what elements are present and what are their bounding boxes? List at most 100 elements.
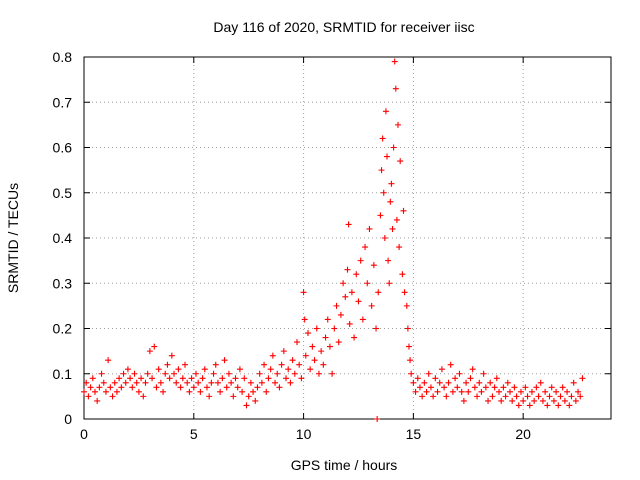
- y-axis-label: SRMTID / TECUs: [5, 183, 21, 293]
- data-point: [173, 379, 180, 386]
- x-tick-label: 5: [190, 426, 198, 442]
- data-point: [151, 343, 158, 350]
- data-point: [278, 361, 285, 368]
- data-point: [387, 198, 394, 205]
- data-point: [307, 366, 314, 373]
- data-point: [333, 302, 340, 309]
- data-point: [454, 384, 461, 391]
- data-point: [146, 348, 153, 355]
- data-point: [345, 221, 352, 228]
- data-point: [300, 289, 307, 296]
- data-point: [322, 334, 329, 341]
- data-point: [247, 379, 254, 386]
- data-point: [113, 388, 120, 395]
- data-point: [386, 280, 393, 287]
- data-point: [452, 375, 459, 382]
- data-point: [575, 388, 582, 395]
- grid: [84, 57, 611, 419]
- data-point: [572, 397, 579, 404]
- data-point: [331, 325, 338, 332]
- data-point: [309, 343, 316, 350]
- data-point: [378, 167, 385, 174]
- data-point: [98, 370, 105, 377]
- data-point: [460, 397, 467, 404]
- data-point: [380, 189, 387, 196]
- data-point: [504, 379, 511, 386]
- data-point: [379, 135, 386, 142]
- data-point: [443, 393, 450, 400]
- data-point: [267, 366, 274, 373]
- data-point: [206, 393, 213, 400]
- data-point: [276, 384, 283, 391]
- data-point: [557, 393, 564, 400]
- data-point: [458, 388, 465, 395]
- data-point: [122, 379, 129, 386]
- data-point: [485, 397, 492, 404]
- y-tick-label: 0.1: [53, 366, 73, 382]
- data-point: [487, 379, 494, 386]
- data-point: [579, 375, 586, 382]
- data-point: [533, 384, 540, 391]
- data-point: [399, 271, 406, 278]
- data-point: [311, 357, 318, 364]
- data-point: [524, 393, 531, 400]
- data-point: [225, 370, 232, 377]
- data-point: [195, 379, 202, 386]
- data-point: [313, 325, 320, 332]
- data-point: [291, 370, 298, 377]
- data-point: [109, 393, 116, 400]
- data-point: [395, 121, 402, 128]
- data-point: [393, 216, 400, 223]
- data-point: [85, 393, 92, 400]
- data-point: [87, 384, 94, 391]
- data-point: [219, 375, 226, 382]
- y-tick-label: 0.5: [53, 185, 73, 201]
- data-point: [445, 379, 452, 386]
- data-point: [201, 366, 208, 373]
- data-point: [127, 375, 134, 382]
- data-point: [217, 388, 224, 395]
- data-point: [381, 235, 388, 241]
- y-tick-label: 0.7: [53, 94, 73, 110]
- data-point: [550, 397, 557, 404]
- data-point: [432, 375, 439, 382]
- data-point: [245, 393, 252, 400]
- data-point: [561, 397, 568, 404]
- data-point: [542, 388, 549, 395]
- data-point: [553, 388, 560, 395]
- data-point: [256, 370, 263, 377]
- data-point: [382, 108, 389, 115]
- data-point: [566, 402, 573, 409]
- data-point: [515, 402, 522, 409]
- data-point: [434, 388, 441, 395]
- data-point: [212, 361, 219, 368]
- data-point: [456, 370, 463, 377]
- y-tick-label: 0: [64, 411, 72, 427]
- data-point: [105, 357, 112, 364]
- data-point: [396, 244, 403, 251]
- data-point: [199, 375, 206, 382]
- axis-ticks: 0 5 10 15 20 0 0.1 0.2 0.3 0.4 0.5 0.6 0.7 0.8: [53, 49, 611, 442]
- data-point: [427, 384, 434, 391]
- data-point: [375, 289, 382, 296]
- data-point: [498, 397, 505, 404]
- data-point: [100, 379, 107, 386]
- data-point: [302, 352, 309, 359]
- data-point: [493, 375, 500, 382]
- data-point: [177, 384, 184, 391]
- data-point: [287, 379, 294, 386]
- data-point: [436, 379, 443, 386]
- data-point: [377, 212, 384, 219]
- data-point: [568, 393, 575, 400]
- data-point: [89, 375, 96, 382]
- data-point: [355, 298, 362, 305]
- data-point: [478, 388, 485, 395]
- data-point: [265, 375, 272, 382]
- data-point: [403, 302, 410, 309]
- data-point: [214, 379, 221, 386]
- data-point: [190, 384, 197, 391]
- data-point: [91, 388, 98, 395]
- data-point: [357, 257, 364, 264]
- data-point: [506, 388, 513, 395]
- data-point: [203, 384, 210, 391]
